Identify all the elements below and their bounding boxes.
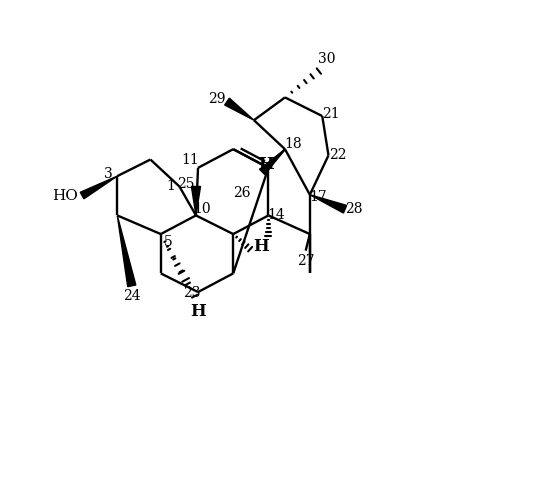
Text: 28: 28 [345, 202, 362, 216]
Text: H: H [253, 238, 269, 255]
Polygon shape [225, 98, 254, 120]
Text: 23: 23 [183, 286, 201, 300]
Text: 10: 10 [194, 202, 212, 216]
Text: 29: 29 [208, 92, 226, 106]
Text: 22: 22 [329, 149, 346, 163]
Polygon shape [191, 186, 201, 215]
Text: 25: 25 [177, 177, 195, 191]
Text: 14: 14 [267, 209, 285, 223]
Polygon shape [310, 195, 347, 213]
Text: 27: 27 [297, 254, 315, 268]
Text: 26: 26 [233, 186, 250, 200]
Text: 11: 11 [181, 153, 198, 167]
Text: HO: HO [52, 189, 78, 203]
Text: 21: 21 [322, 107, 339, 121]
Polygon shape [260, 149, 285, 175]
Text: H: H [190, 303, 206, 320]
Text: H: H [259, 156, 274, 173]
Text: 1: 1 [166, 180, 175, 194]
Text: 5: 5 [164, 235, 173, 249]
Text: 24: 24 [123, 289, 141, 303]
Polygon shape [81, 176, 117, 199]
Text: 30: 30 [318, 52, 335, 66]
Polygon shape [117, 215, 136, 287]
Text: 17: 17 [309, 190, 327, 204]
Text: 18: 18 [284, 137, 302, 151]
Text: 3: 3 [104, 167, 112, 181]
